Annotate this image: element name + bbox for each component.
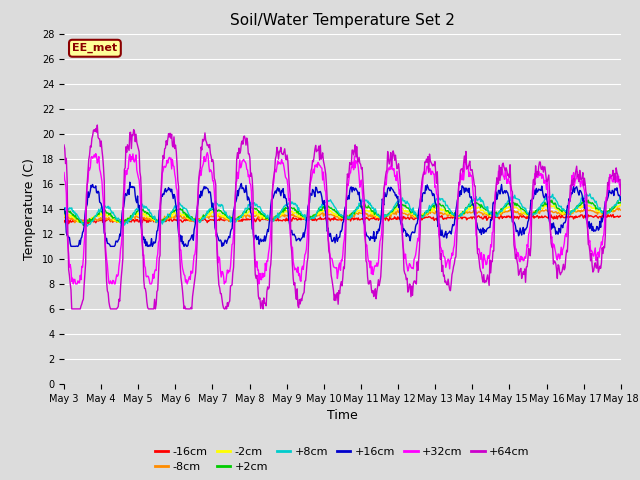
X-axis label: Time: Time (327, 409, 358, 422)
Y-axis label: Temperature (C): Temperature (C) (23, 158, 36, 260)
Legend: -16cm, -8cm, -2cm, +2cm, +8cm, +16cm, +32cm, +64cm: -16cm, -8cm, -2cm, +2cm, +8cm, +16cm, +3… (150, 442, 534, 477)
Text: EE_met: EE_met (72, 43, 118, 53)
Title: Soil/Water Temperature Set 2: Soil/Water Temperature Set 2 (230, 13, 455, 28)
